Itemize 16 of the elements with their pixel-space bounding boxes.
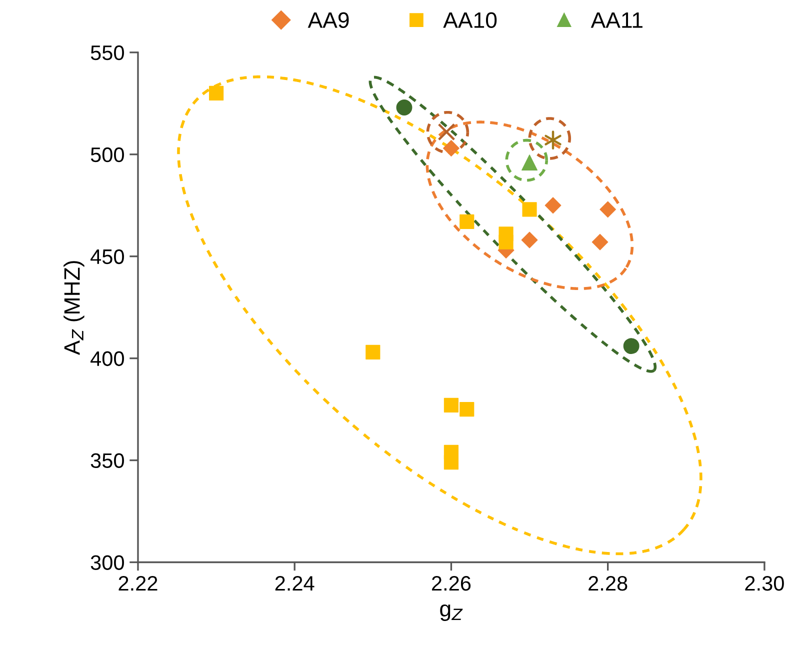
- x-tick-label: 2.22: [118, 576, 158, 591]
- x-axis-title: g$_{Z}$: [440, 604, 463, 621]
- y-tick-label: 450: [90, 249, 124, 264]
- y-axis-title: A$_{Z}$ (MHZ): [64, 261, 84, 356]
- legend-label: AA9: [308, 12, 349, 28]
- legend-label: AA10: [443, 12, 497, 28]
- y-tick-label: 300: [90, 555, 124, 570]
- y-tick-label: 350: [90, 453, 124, 468]
- y-tick-label: 550: [90, 45, 124, 60]
- x-tick-label: 2.28: [588, 576, 628, 591]
- x-tick-label: 2.24: [275, 576, 314, 591]
- y-tick-label: 500: [90, 147, 124, 162]
- x-tick-label: 2.30: [745, 576, 784, 591]
- legend-label: AA11: [590, 12, 642, 28]
- y-tick-label: 400: [90, 351, 124, 366]
- x-tick-label: 2.26: [432, 576, 471, 591]
